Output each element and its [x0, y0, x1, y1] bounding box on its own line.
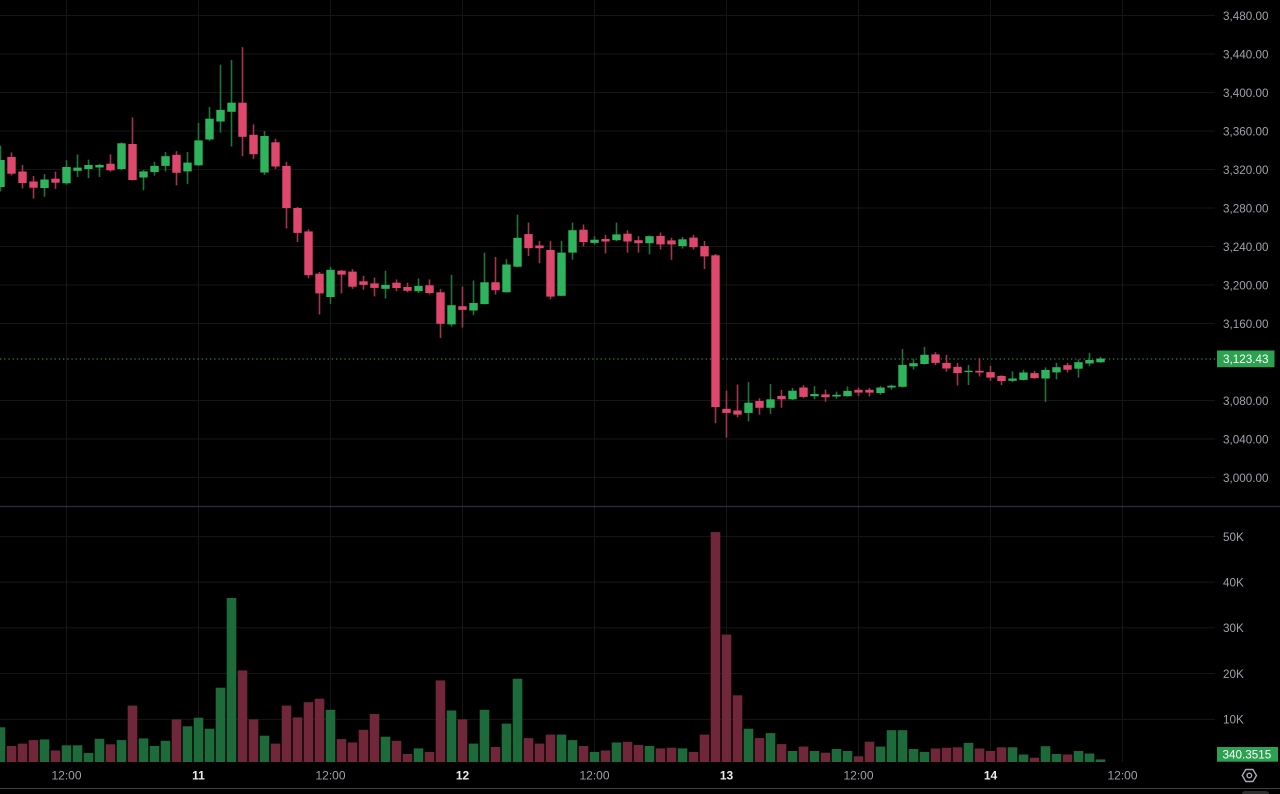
svg-text:3,480.00: 3,480.00	[1223, 10, 1269, 23]
svg-text:3,123.43: 3,123.43	[1223, 353, 1269, 366]
svg-text:340.3515: 340.3515	[1223, 748, 1272, 761]
svg-text:3,000.00: 3,000.00	[1223, 472, 1269, 485]
svg-text:40K: 40K	[1223, 576, 1244, 589]
svg-text:12:00: 12:00	[315, 769, 345, 783]
svg-text:30K: 30K	[1223, 622, 1244, 635]
svg-text:14: 14	[984, 769, 998, 783]
svg-text:3,320.00: 3,320.00	[1223, 164, 1269, 177]
svg-text:3,240.00: 3,240.00	[1223, 241, 1269, 254]
svg-text:3,080.00: 3,080.00	[1223, 395, 1269, 408]
svg-text:12:00: 12:00	[1107, 769, 1137, 783]
svg-text:11: 11	[192, 769, 205, 783]
svg-text:3,280.00: 3,280.00	[1223, 202, 1269, 215]
svg-text:50K: 50K	[1223, 531, 1244, 544]
svg-text:3,200.00: 3,200.00	[1223, 279, 1269, 292]
svg-text:10K: 10K	[1223, 714, 1244, 727]
svg-text:12:00: 12:00	[843, 769, 873, 783]
svg-text:3,400.00: 3,400.00	[1223, 87, 1269, 100]
svg-text:12: 12	[456, 769, 470, 783]
svg-text:12:00: 12:00	[579, 769, 609, 783]
svg-text:20K: 20K	[1223, 668, 1244, 681]
svg-text:12:00: 12:00	[51, 769, 81, 783]
svg-text:3,040.00: 3,040.00	[1223, 433, 1269, 446]
svg-text:3,360.00: 3,360.00	[1223, 125, 1269, 138]
svg-text:3,440.00: 3,440.00	[1223, 48, 1269, 61]
svg-text:3,160.00: 3,160.00	[1223, 318, 1269, 331]
svg-text:13: 13	[720, 769, 734, 783]
